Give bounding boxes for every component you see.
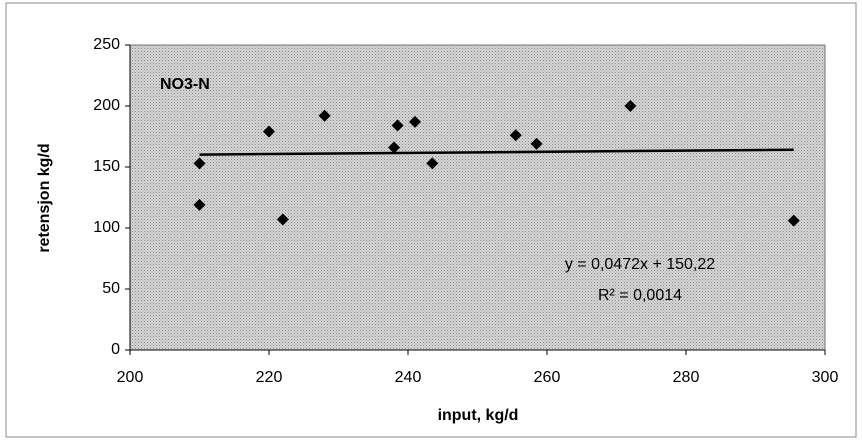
y-axis-label: retensjon kg/d [36, 143, 53, 252]
plot-area [129, 44, 826, 351]
point [530, 137, 543, 150]
point [787, 214, 800, 227]
point [624, 100, 637, 112]
point [263, 125, 275, 138]
x-tick-label: 280 [673, 369, 700, 386]
chart-title: NO3-N [160, 76, 210, 93]
x-tick-label: 200 [117, 369, 144, 386]
point [426, 157, 439, 170]
trend-equation: y = 0,0472x + 150,22 [565, 256, 715, 273]
point [388, 141, 401, 154]
x-tick-label: 260 [534, 369, 561, 386]
x-tick-label: 220 [256, 369, 283, 386]
point [318, 109, 331, 122]
y-tick-label: 150 [93, 158, 120, 175]
y-tick-label: 50 [102, 280, 120, 297]
x-axis-label: input, kg/d [438, 407, 519, 424]
y-tick-label: 0 [111, 341, 120, 358]
y-tick-label: 200 [93, 97, 120, 114]
point [408, 115, 421, 128]
point [276, 213, 289, 226]
x-tick-label: 300 [812, 369, 839, 386]
point [509, 129, 522, 142]
trend-r2: R² = 0,0014 [598, 287, 682, 304]
point [193, 157, 206, 170]
point [193, 198, 206, 211]
trend-line [199, 148, 794, 156]
y-tick-label: 100 [93, 219, 120, 236]
x-tick-label: 240 [395, 369, 422, 386]
y-tick-label: 250 [93, 36, 120, 53]
point [391, 119, 404, 132]
